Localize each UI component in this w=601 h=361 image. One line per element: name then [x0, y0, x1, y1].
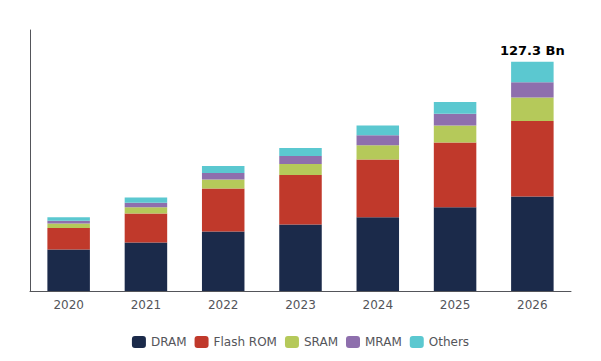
svg-text:MRAM: MRAM: [365, 335, 402, 349]
svg-text:2022: 2022: [208, 298, 239, 312]
svg-text:2026: 2026: [517, 298, 548, 312]
svg-text:Flash ROM: Flash ROM: [214, 335, 277, 349]
svg-text:2023: 2023: [285, 298, 316, 312]
svg-text:Others: Others: [429, 335, 469, 349]
svg-text:DRAM: DRAM: [151, 335, 187, 349]
svg-text:127.3 Bn: 127.3 Bn: [500, 43, 565, 58]
svg-text:2021: 2021: [131, 298, 162, 312]
svg-text:2025: 2025: [440, 298, 471, 312]
svg-text:SRAM: SRAM: [304, 335, 338, 349]
svg-text:2024: 2024: [363, 298, 394, 312]
svg-text:2020: 2020: [53, 298, 84, 312]
